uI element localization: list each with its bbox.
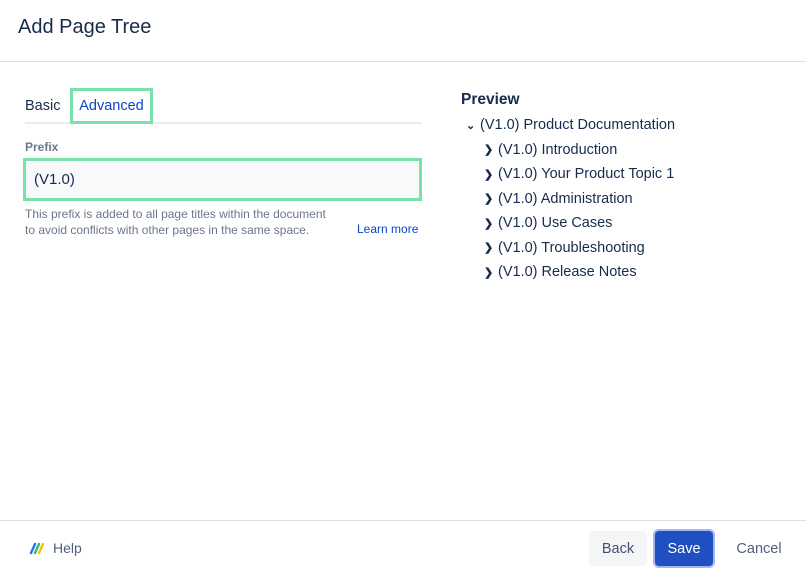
help-label: Help: [53, 540, 82, 556]
learn-more-link[interactable]: Learn more: [357, 222, 419, 236]
cancel-button[interactable]: Cancel: [736, 540, 782, 557]
tab-basic[interactable]: Basic: [25, 98, 61, 114]
tree-node-label: (V1.0) Release Notes: [498, 264, 637, 281]
tree-node[interactable]: ❯ (V1.0) Your Product Topic 1: [466, 162, 675, 187]
help-logo-icon: [29, 542, 45, 555]
tree-node[interactable]: ❯ (V1.0) Introduction: [466, 138, 675, 163]
tree-node-label: (V1.0) Product Documentation: [480, 117, 676, 134]
tree-node-label: (V1.0) Troubleshooting: [498, 239, 645, 256]
tree-node[interactable]: ❯ (V1.0) Administration: [466, 187, 675, 212]
tree-node-label: (V1.0) Introduction: [498, 141, 618, 158]
tree-node[interactable]: ❯ (V1.0) Release Notes: [466, 260, 675, 285]
chevron-right-icon[interactable]: ❯: [484, 168, 494, 181]
preview-title: Preview: [461, 91, 520, 108]
tree-root[interactable]: ⌄ (V1.0) Product Documentation: [466, 113, 675, 138]
tree-node[interactable]: ❯ (V1.0) Use Cases: [466, 211, 675, 236]
chevron-right-icon[interactable]: ❯: [484, 242, 494, 255]
chevron-down-icon[interactable]: ⌄: [466, 119, 476, 132]
chevron-right-icon[interactable]: ❯: [484, 193, 494, 206]
header-divider: [0, 61, 806, 62]
chevron-right-icon[interactable]: ❯: [484, 144, 494, 157]
tree-node[interactable]: ❯ (V1.0) Troubleshooting: [466, 236, 675, 261]
prefix-input[interactable]: [23, 158, 422, 201]
preview-tree: ⌄ (V1.0) Product Documentation ❯ (V1.0) In…: [466, 113, 675, 285]
tab-bar: Basic Advanced: [25, 88, 422, 124]
prefix-label: Prefix: [25, 140, 59, 154]
help-link[interactable]: Help: [29, 540, 82, 556]
tree-node-label: (V1.0) Use Cases: [498, 215, 613, 232]
tree-node-label: (V1.0) Your Product Topic 1: [498, 166, 675, 183]
help-line-2: to avoid conflicts with other pages in t…: [25, 223, 310, 237]
help-line-1: This prefix is added to all page titles …: [25, 207, 326, 221]
chevron-right-icon[interactable]: ❯: [484, 266, 494, 279]
footer-divider: [0, 520, 806, 521]
chevron-right-icon[interactable]: ❯: [484, 217, 494, 230]
tab-advanced[interactable]: Advanced: [70, 88, 153, 124]
dialog-title: Add Page Tree: [18, 16, 152, 38]
prefix-help-text: This prefix is added to all page titles …: [25, 206, 365, 238]
tree-node-label: (V1.0) Administration: [498, 190, 633, 207]
back-button[interactable]: Back: [589, 531, 647, 566]
tab-advanced-label: Advanced: [79, 98, 144, 114]
save-button[interactable]: Save: [655, 531, 713, 566]
